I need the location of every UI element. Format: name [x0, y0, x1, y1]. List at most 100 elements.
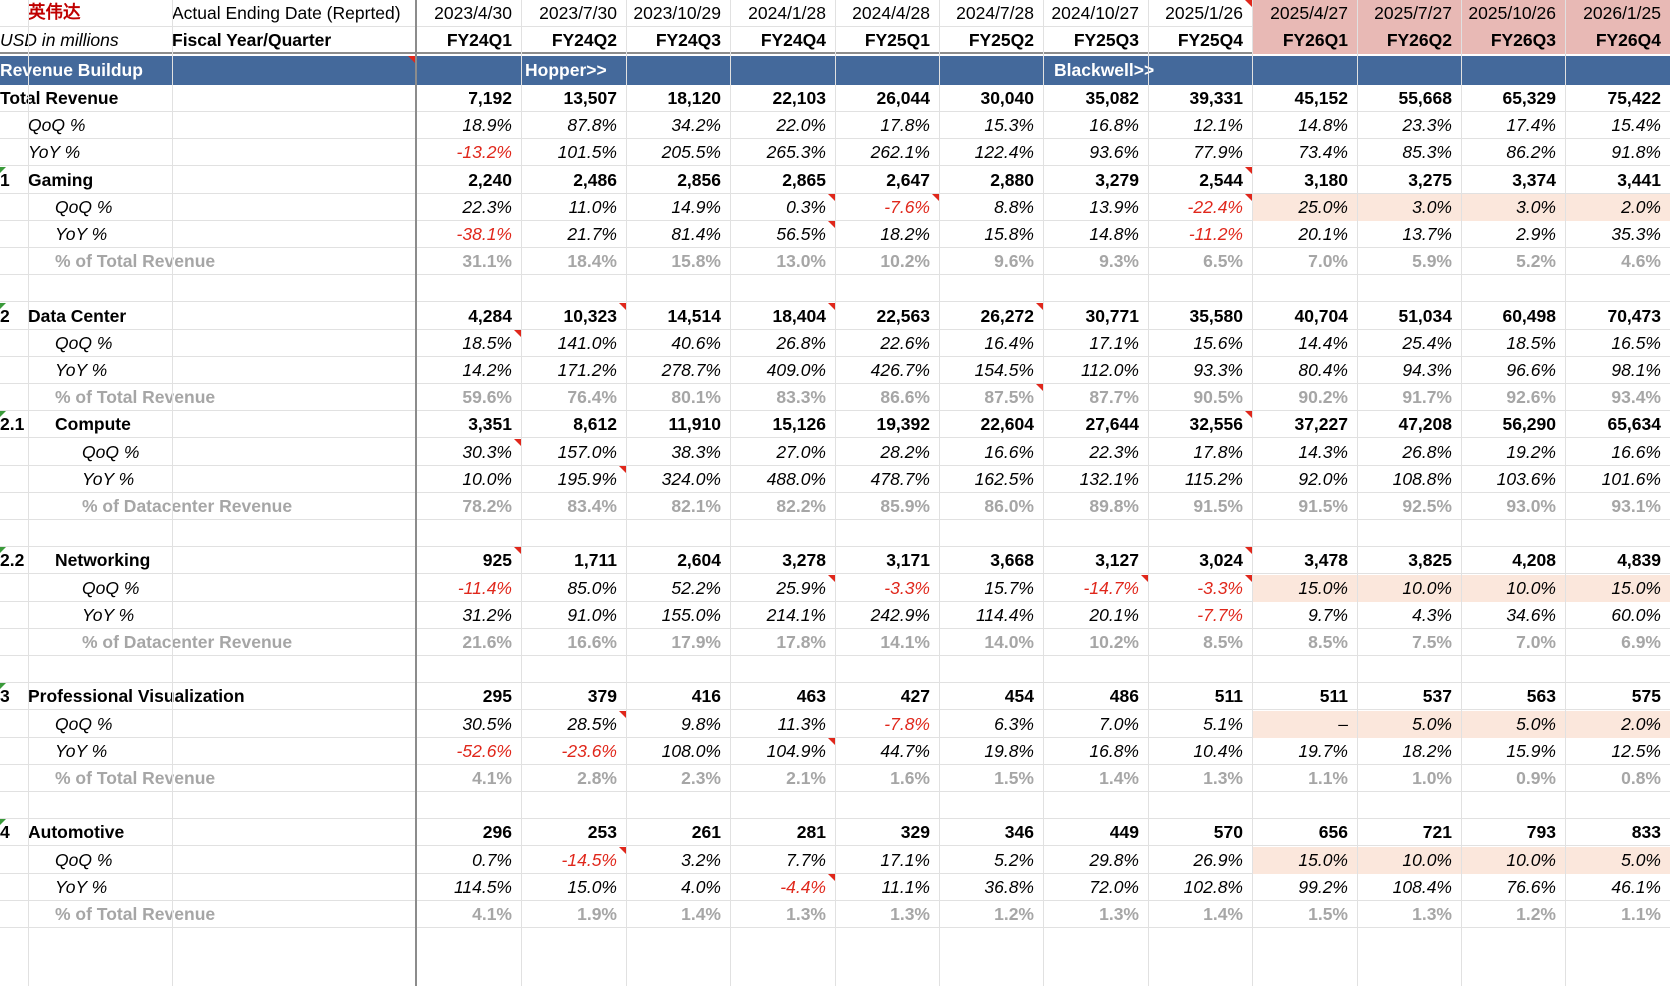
value-cell[interactable]: 31.2%	[462, 605, 512, 625]
value-cell[interactable]: 5.0%	[1461, 711, 1565, 738]
date-header-cell[interactable]: 2024/1/28	[748, 3, 826, 23]
value-cell[interactable]: 16.5%	[1611, 333, 1661, 353]
value-cell[interactable]: -52.6%	[456, 741, 512, 761]
value-cell[interactable]: 25.0%	[1252, 194, 1357, 221]
value-cell[interactable]: 18,404	[730, 303, 835, 330]
value-cell[interactable]	[1565, 656, 1670, 683]
value-cell[interactable]: 278.7%	[661, 360, 721, 380]
value-cell[interactable]: 5.2%	[1516, 251, 1556, 271]
value-cell[interactable]: 60.0%	[1611, 605, 1661, 625]
value-cell[interactable]: 132.1%	[1079, 469, 1139, 489]
value-cell[interactable]: 108.8%	[1392, 469, 1452, 489]
value-cell[interactable]: 426.7%	[870, 360, 930, 380]
value-cell[interactable]: 75,422	[1607, 88, 1661, 108]
value-cell[interactable]: 793	[1526, 822, 1556, 842]
value-cell[interactable]: 16.4%	[984, 333, 1034, 353]
value-cell[interactable]: 2.1%	[786, 768, 826, 788]
value-cell[interactable]: 13.7%	[1402, 224, 1452, 244]
value-cell[interactable]: 16.8%	[1089, 741, 1139, 761]
value-cell[interactable]: 296	[482, 822, 512, 842]
value-cell[interactable]: 14.0%	[984, 632, 1034, 652]
row-label-cell[interactable]: QoQ %	[0, 847, 415, 874]
value-cell[interactable]: 1.6%	[890, 768, 930, 788]
value-cell[interactable]: 15.8%	[984, 224, 1034, 244]
row-label-cell[interactable]: YoY %	[0, 602, 415, 629]
value-cell[interactable]: 27,644	[1085, 414, 1139, 434]
value-cell[interactable]: 9.7%	[1308, 605, 1348, 625]
value-cell[interactable]: 29.8%	[1089, 850, 1139, 870]
value-cell[interactable]: 253	[587, 822, 617, 842]
row-label-cell[interactable]: % of Total Revenue	[0, 384, 415, 411]
value-cell[interactable]	[835, 520, 939, 547]
date-header-cell[interactable]: 2024/10/27	[1051, 3, 1139, 23]
value-cell[interactable]: 22.3%	[1089, 442, 1139, 462]
value-cell[interactable]: 93.3%	[1193, 360, 1243, 380]
value-cell[interactable]: 26.8%	[1402, 442, 1452, 462]
value-cell[interactable]	[1043, 792, 1148, 819]
quarter-header-cell[interactable]: FY25Q4	[1177, 30, 1243, 50]
value-cell[interactable]: 108.0%	[661, 741, 721, 761]
value-cell[interactable]: 16.8%	[1089, 115, 1139, 135]
row-label-cell[interactable]	[0, 520, 415, 547]
value-cell[interactable]: 575	[1631, 686, 1661, 706]
value-cell[interactable]: 30,771	[1085, 306, 1139, 326]
value-cell[interactable]: 5.0%	[1357, 711, 1461, 738]
value-cell[interactable]	[1148, 792, 1252, 819]
value-cell[interactable]	[1461, 520, 1565, 547]
date-header-cell[interactable]: 2025/1/26	[1148, 0, 1252, 27]
row-label-cell[interactable]: Total Revenue	[0, 85, 415, 112]
value-cell[interactable]: 1.2%	[994, 904, 1034, 924]
value-cell[interactable]: 18.4%	[567, 251, 617, 271]
value-cell[interactable]: 35.3%	[1611, 224, 1661, 244]
value-cell[interactable]: 7.0%	[1308, 251, 1348, 271]
row-label-cell[interactable]: YoY %	[0, 874, 415, 901]
value-cell[interactable]: 22.3%	[462, 197, 512, 217]
quarter-header-cell[interactable]: FY26Q4	[1565, 27, 1670, 54]
value-cell[interactable]: 537	[1422, 686, 1452, 706]
value-cell[interactable]	[1043, 520, 1148, 547]
row-label-cell[interactable]	[0, 792, 415, 819]
value-cell[interactable]	[939, 656, 1043, 683]
value-cell[interactable]: 7.7%	[786, 850, 826, 870]
row-label-cell[interactable]: QoQ %	[0, 439, 415, 466]
row-label-cell[interactable]: QoQ %	[0, 112, 415, 139]
value-cell[interactable]: 91.5%	[1298, 496, 1348, 516]
value-cell[interactable]: 2,544	[1148, 167, 1252, 194]
row-label-cell[interactable]: % of Total Revenue	[0, 248, 415, 275]
value-cell[interactable]	[1357, 520, 1461, 547]
value-cell[interactable]: 91.8%	[1611, 142, 1661, 162]
value-cell[interactable]: 195.9%	[521, 466, 626, 493]
value-cell[interactable]: 112.0%	[1080, 360, 1139, 380]
value-cell[interactable]: 21.7%	[567, 224, 617, 244]
value-cell[interactable]: 78.2%	[462, 496, 512, 516]
value-cell[interactable]: 11,910	[668, 414, 721, 434]
value-cell[interactable]: 6.9%	[1621, 632, 1661, 652]
value-cell[interactable]: 205.5%	[661, 142, 721, 162]
value-cell[interactable]: 93.0%	[1506, 496, 1556, 516]
value-cell[interactable]: 1.9%	[577, 904, 617, 924]
value-cell[interactable]: -22.4%	[1148, 194, 1252, 221]
value-cell[interactable]: 17.4%	[1506, 115, 1556, 135]
value-cell[interactable]: 72.0%	[1089, 877, 1139, 897]
value-cell[interactable]	[730, 792, 835, 819]
value-cell[interactable]: 656	[1318, 822, 1348, 842]
value-cell[interactable]: 15.4%	[1611, 115, 1661, 135]
value-cell[interactable]: 427	[900, 686, 930, 706]
value-cell[interactable]: 7.5%	[1412, 632, 1452, 652]
value-cell[interactable]: –	[1252, 711, 1357, 738]
value-cell[interactable]: 265.3%	[766, 142, 826, 162]
value-cell[interactable]: 37,227	[1294, 414, 1348, 434]
value-cell[interactable]: 10.0%	[1357, 575, 1461, 602]
value-cell[interactable]: 82.2%	[776, 496, 826, 516]
value-cell[interactable]: 56,290	[1502, 414, 1556, 434]
value-cell[interactable]: 83.3%	[776, 387, 826, 407]
value-cell[interactable]: 45,152	[1294, 88, 1348, 108]
value-cell[interactable]: 9.3%	[1099, 251, 1139, 271]
value-cell[interactable]: 99.2%	[1298, 877, 1348, 897]
value-cell[interactable]: 22,563	[876, 306, 930, 326]
value-cell[interactable]: 20.1%	[1089, 605, 1139, 625]
value-cell[interactable]	[521, 656, 626, 683]
value-cell[interactable]: 101.6%	[1601, 469, 1661, 489]
value-cell[interactable]: 324.0%	[661, 469, 721, 489]
value-cell[interactable]: 103.6%	[1496, 469, 1556, 489]
